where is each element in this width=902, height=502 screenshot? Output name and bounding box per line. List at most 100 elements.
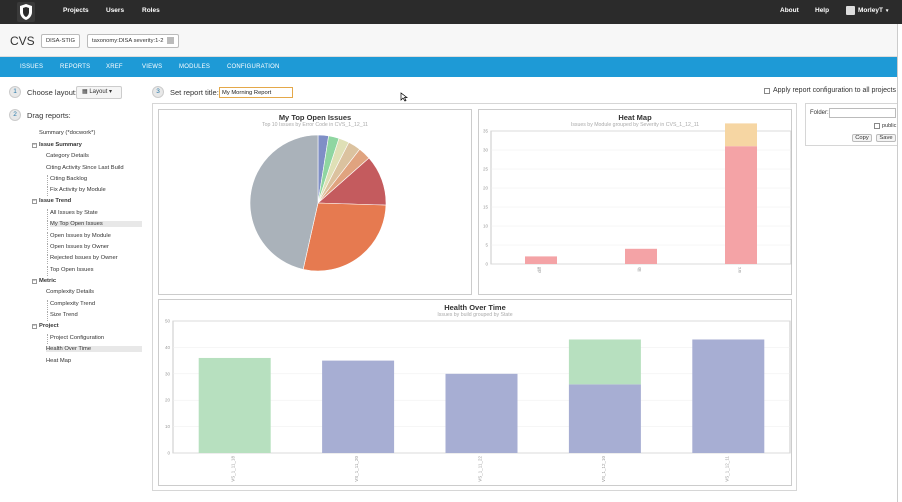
drag-reports-label: Drag reports: [27, 111, 71, 120]
tree-item[interactable]: Open Issues by Module [50, 232, 111, 239]
chevron-down-icon: ▾ [107, 89, 113, 95]
x-tick-label: VS_1_12_11 [724, 456, 729, 482]
nav-about[interactable]: About [780, 7, 799, 14]
tree-item[interactable]: Issue Trend [39, 198, 72, 205]
y-tick-label: 40 [165, 345, 171, 350]
heat-map-panel[interactable]: Heat Map Issues by Module grouped by Sev… [478, 109, 792, 295]
tree-connector [47, 254, 48, 265]
tree-item[interactable]: Project [39, 323, 59, 330]
checkbox-box[interactable] [874, 123, 880, 129]
tree-item[interactable]: Complexity Trend [50, 300, 96, 307]
tree-item[interactable]: Heat Map [46, 357, 72, 364]
apply-all-projects-checkbox[interactable]: Apply report configuration to all projec… [764, 87, 896, 94]
tree-item[interactable]: Issue Summary [39, 141, 82, 148]
edit-icon[interactable] [166, 36, 174, 44]
tab-configuration[interactable]: CONFIGURATION [227, 64, 280, 70]
tree-item[interactable]: Citing Activity Since Last Build [46, 164, 124, 171]
project-bar: CVS DISA-STIG taxonomy:DISA severity:1-2 [0, 24, 902, 57]
tab-bar: ISSUES REPORTS XREF VIEWS MODULES CONFIG… [0, 57, 902, 77]
x-tick-label: VS_1_11_22 [478, 456, 483, 482]
chevron-down-icon: ▾ [885, 7, 889, 14]
collapse-toggle-icon[interactable]: − [32, 323, 37, 330]
tree-connector [47, 220, 48, 231]
bar [198, 357, 271, 453]
folder-input[interactable] [829, 108, 896, 118]
tree-connector [47, 231, 48, 242]
y-tick-label: 15 [483, 205, 489, 210]
tree-item[interactable]: Category Details [46, 153, 89, 160]
collapse-toggle-icon[interactable]: − [32, 277, 37, 284]
tree-connector [47, 242, 48, 253]
tree-connector [47, 299, 48, 310]
tree-item[interactable]: All Issues by State [50, 210, 98, 216]
bar [568, 384, 641, 453]
nav-users[interactable]: Users [106, 7, 125, 14]
x-tick-label: lib [637, 267, 642, 272]
apply-all-label: Apply report configuration to all projec… [773, 87, 896, 94]
bar [568, 339, 641, 385]
tree-connector [47, 186, 48, 197]
nav-projects[interactable]: Projects [63, 7, 89, 14]
tab-issues[interactable]: ISSUES [20, 64, 44, 70]
public-checkbox[interactable]: public [874, 123, 896, 129]
tree-item[interactable]: My Top Open Issues [50, 221, 142, 228]
tree-item[interactable]: Citing Backlog [50, 175, 88, 182]
save-button[interactable]: Save [876, 134, 896, 142]
x-tick-label: src [737, 266, 742, 273]
logo-icon[interactable] [17, 2, 35, 22]
mouse-cursor-icon [400, 92, 408, 102]
tree-connector [47, 209, 48, 219]
taxonomy-chip[interactable]: taxonomy:DISA severity:1-2 [87, 34, 179, 48]
tree-item[interactable]: Project Configuration [50, 334, 105, 341]
y-tick-label: 0 [167, 451, 170, 456]
layout-dropdown[interactable]: ▦ Layout ▾ [76, 86, 122, 99]
top-issues-panel[interactable]: My Top Open Issues Top 10 Issues by Erro… [158, 109, 472, 295]
bar [445, 373, 518, 453]
bar [625, 248, 657, 264]
bar [725, 123, 757, 147]
pie-slice [302, 202, 387, 272]
nav-roles[interactable]: Roles [142, 7, 160, 14]
tree-connector [47, 174, 48, 185]
health-over-time-panel[interactable]: Health Over Time Issues by build grouped… [158, 299, 792, 486]
user-menu[interactable]: MorleyT ▾ [846, 6, 888, 15]
report-title-input[interactable] [219, 87, 293, 98]
tab-xref[interactable]: XREF [106, 64, 123, 70]
step-1-badge: 1 [9, 86, 21, 98]
y-tick-label: 10 [165, 424, 171, 429]
collapse-toggle-icon[interactable]: − [32, 141, 37, 148]
tab-reports[interactable]: REPORTS [60, 64, 91, 70]
tree-item[interactable]: Complexity Details [46, 289, 94, 296]
top-navbar: Projects Users Roles About Help MorleyT … [0, 0, 902, 24]
tree-item[interactable]: Top Open Issues [50, 266, 94, 273]
tree-item[interactable]: Open Issues by Owner [50, 243, 109, 250]
tree-item[interactable]: Rejected Issues by Owner [50, 255, 118, 262]
tree-item[interactable]: Size Trend [50, 312, 78, 318]
pie-chart [249, 134, 387, 272]
tree-item[interactable]: Fix Activity by Module [50, 187, 106, 194]
project-name: CVS [10, 34, 35, 48]
nav-help[interactable]: Help [815, 7, 830, 14]
pie-slice [249, 134, 319, 270]
tree-item[interactable]: Metric [39, 277, 57, 284]
panel-subtitle: Top 10 Issues by Error Code in CVS_1_12_… [261, 122, 369, 128]
tab-modules[interactable]: MODULES [179, 64, 211, 70]
folder-label: Folder: [810, 110, 829, 116]
heat-map-chart: 0 5 10 15 20 25 30 35 diff lib src [483, 123, 792, 273]
panel-title: My Top Open Issues [278, 113, 352, 122]
tree-item[interactable]: Health Over Time [46, 346, 142, 353]
x-tick-label: diff [537, 266, 542, 273]
tree-item[interactable]: Summary (*docwork*) [39, 130, 96, 136]
report-canvas: My Top Open Issues Top 10 Issues by Erro… [152, 103, 797, 491]
collapse-toggle-icon[interactable]: − [32, 198, 37, 205]
y-tick-label: 50 [165, 319, 171, 324]
layout-dropdown-label: Layout [89, 89, 108, 95]
checkbox-box[interactable] [764, 87, 770, 94]
y-tick-label: 30 [165, 371, 171, 376]
copy-button[interactable]: Copy [852, 134, 872, 142]
project-tag-chip[interactable]: DISA-STIG [41, 34, 80, 48]
tab-views[interactable]: VIEWS [142, 64, 163, 70]
tree-connector [47, 265, 48, 276]
user-avatar-icon [846, 6, 855, 15]
panel-subtitle: Issues by build grouped by State [437, 312, 513, 318]
